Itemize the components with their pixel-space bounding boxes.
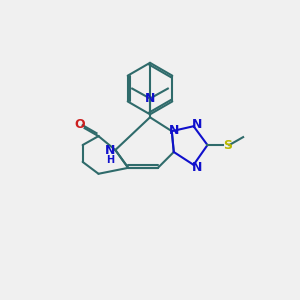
Text: S: S — [223, 139, 232, 152]
Text: N: N — [145, 92, 155, 105]
Text: O: O — [74, 118, 85, 131]
Text: N: N — [169, 124, 179, 137]
Text: N: N — [192, 118, 203, 131]
Text: H: H — [106, 155, 114, 165]
Text: N: N — [192, 161, 203, 174]
Text: N: N — [105, 143, 116, 157]
